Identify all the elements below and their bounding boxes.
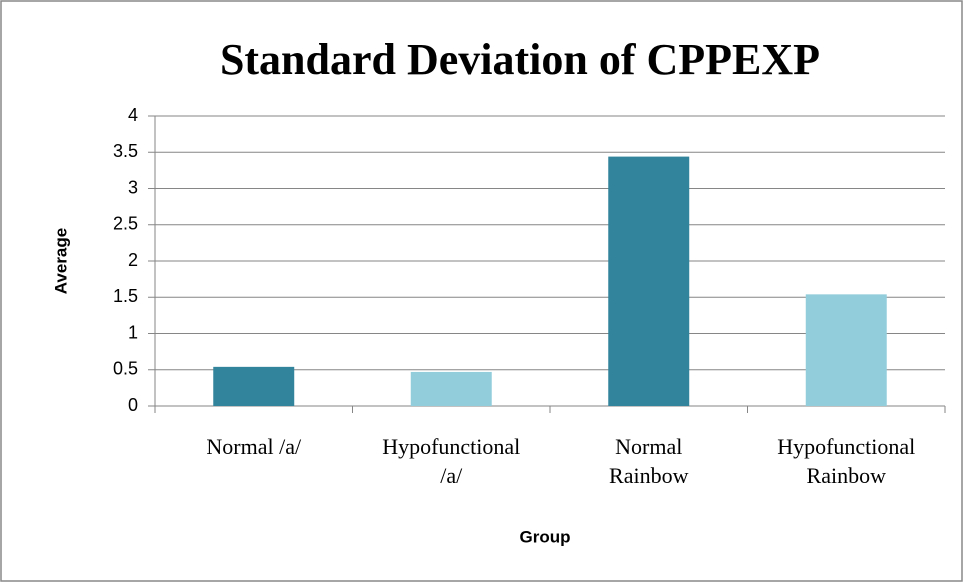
y-tick-label: 3 (128, 177, 138, 197)
y-tick-label: 4 (128, 105, 138, 125)
y-axis-title: Average (51, 228, 70, 294)
y-tick-label: 2 (128, 250, 138, 270)
x-tick-label-box: Normal Rainbow (549, 432, 749, 490)
x-tick-label: Normal Rainbow (609, 434, 689, 488)
x-axis-title: Group (520, 527, 571, 546)
y-tick-label: 1.5 (113, 286, 138, 306)
bar (608, 156, 690, 406)
x-tick-label: Hypofunctional /a/ (382, 434, 521, 488)
bar (213, 366, 295, 406)
bar (410, 371, 492, 406)
y-tick-label: 1 (128, 322, 138, 342)
x-tick-label: Normal /a/ (206, 434, 302, 459)
y-tick-label: 2.5 (113, 214, 138, 234)
y-tick-label: 3.5 (113, 141, 138, 161)
y-tick-label: 0 (128, 395, 138, 415)
x-tick-label-box: Hypofunctional /a/ (351, 432, 551, 490)
y-tick-label: 0.5 (113, 359, 138, 379)
x-tick-label-box: Normal /a/ (154, 432, 354, 461)
chart-title: Standard Deviation of CPPEXP (220, 35, 820, 84)
x-tick-label: Hypofunctional Rainbow (777, 434, 916, 488)
x-tick-label-box: Hypofunctional Rainbow (746, 432, 946, 490)
bar (805, 294, 887, 406)
